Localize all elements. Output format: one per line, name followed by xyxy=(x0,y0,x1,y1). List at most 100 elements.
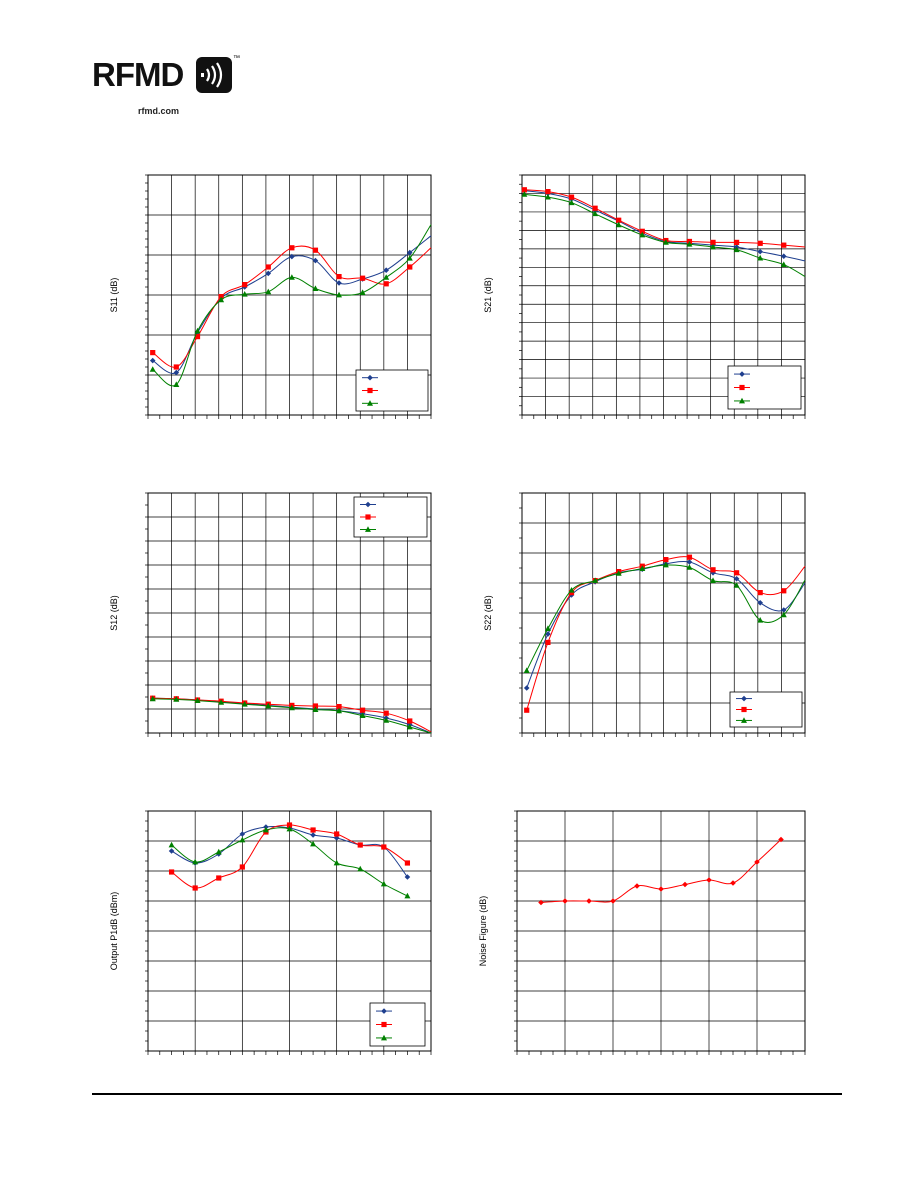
data-point xyxy=(781,242,787,248)
data-point xyxy=(383,710,389,716)
legend-marker xyxy=(739,397,745,404)
data-point xyxy=(686,564,693,570)
data-point xyxy=(710,570,716,576)
axis-ticks xyxy=(514,810,806,1055)
data-point xyxy=(780,611,787,618)
data-point xyxy=(568,194,575,200)
axis-ticks xyxy=(145,810,432,1055)
plot-grid xyxy=(521,492,806,734)
chart-nf: Noise Figure (dB) xyxy=(478,810,806,1055)
data-point xyxy=(360,275,366,281)
y-axis-label: S12 (dB) xyxy=(109,595,119,631)
data-point xyxy=(333,835,340,841)
data-point xyxy=(544,625,551,631)
data-point xyxy=(383,717,390,723)
y-axis-label: S21 (dB) xyxy=(483,277,493,313)
legend-marker xyxy=(365,514,371,520)
data-point xyxy=(616,217,622,223)
data-point xyxy=(173,364,179,370)
series-2 xyxy=(168,822,411,891)
data-point xyxy=(639,565,646,571)
data-point xyxy=(780,261,787,267)
legend-marker xyxy=(367,374,373,381)
data-point xyxy=(310,840,317,847)
legend-marker xyxy=(365,526,371,532)
data-point xyxy=(289,253,295,260)
data-point xyxy=(288,704,295,711)
data-point xyxy=(173,696,180,702)
y-axis-label: Noise Figure (dB) xyxy=(478,896,488,967)
series-3 xyxy=(521,191,806,277)
data-point xyxy=(359,289,366,295)
chart-legend xyxy=(729,691,803,728)
data-point xyxy=(241,291,248,297)
data-point xyxy=(380,880,387,887)
data-point xyxy=(312,285,319,291)
data-point xyxy=(757,590,763,596)
data-point xyxy=(733,576,740,582)
chart-p1db: Output P1dB (dBm) xyxy=(109,810,432,1055)
data-point xyxy=(218,294,224,300)
data-point xyxy=(780,253,787,260)
legend-marker xyxy=(367,387,373,394)
logo-wordmark: RFMD xyxy=(92,56,184,93)
data-point xyxy=(336,280,342,286)
chart-s22: S22 (dB) xyxy=(483,492,806,737)
data-point xyxy=(265,270,272,277)
data-point xyxy=(568,587,575,593)
data-point xyxy=(173,381,180,387)
data-point xyxy=(357,865,364,872)
series-3 xyxy=(523,561,806,673)
legend-marker xyxy=(741,706,747,713)
data-point xyxy=(239,864,245,870)
data-point xyxy=(194,697,201,703)
footer-divider xyxy=(92,1093,842,1095)
data-point xyxy=(406,255,413,261)
data-point xyxy=(359,712,366,718)
data-point xyxy=(312,706,319,712)
y-axis-label: Output P1dB (dBm) xyxy=(109,892,119,971)
rfmd-logo: RFMD ™ rfmd.com xyxy=(92,54,242,116)
signal-waves-icon xyxy=(196,57,232,93)
data-point xyxy=(757,600,763,606)
axis-ticks xyxy=(145,174,432,419)
chart-legend xyxy=(727,365,802,410)
data-point xyxy=(544,193,551,200)
legend-marker xyxy=(739,384,745,391)
data-point xyxy=(710,567,716,573)
data-point xyxy=(336,291,343,298)
data-point xyxy=(686,559,693,565)
data-point xyxy=(150,350,156,356)
data-point xyxy=(733,246,740,253)
data-point xyxy=(312,247,319,253)
plot-grid xyxy=(147,174,432,416)
data-point xyxy=(381,844,387,850)
y-axis-label: S11 (dB) xyxy=(109,278,119,313)
data-point xyxy=(333,859,340,866)
data-point xyxy=(757,248,763,255)
data-point xyxy=(757,617,764,623)
data-point xyxy=(662,561,669,568)
data-point xyxy=(757,254,764,261)
data-point xyxy=(194,327,201,334)
data-point xyxy=(360,707,366,713)
data-point xyxy=(168,869,175,875)
data-point xyxy=(568,199,575,206)
trademark-symbol: ™ xyxy=(233,55,240,62)
data-point xyxy=(592,210,599,217)
data-point xyxy=(265,264,271,270)
logo-url: rfmd.com xyxy=(138,106,180,116)
chart-s12: S12 (dB) xyxy=(109,492,432,737)
data-point xyxy=(404,860,411,866)
data-point xyxy=(149,366,156,372)
data-point xyxy=(734,239,740,245)
data-point xyxy=(310,832,316,838)
data-point xyxy=(404,892,411,899)
data-point xyxy=(194,334,201,340)
data-point xyxy=(639,231,646,238)
data-point xyxy=(545,189,551,195)
data-point xyxy=(406,723,413,730)
series-2 xyxy=(150,245,432,370)
data-point xyxy=(733,582,740,588)
data-point xyxy=(615,221,622,228)
